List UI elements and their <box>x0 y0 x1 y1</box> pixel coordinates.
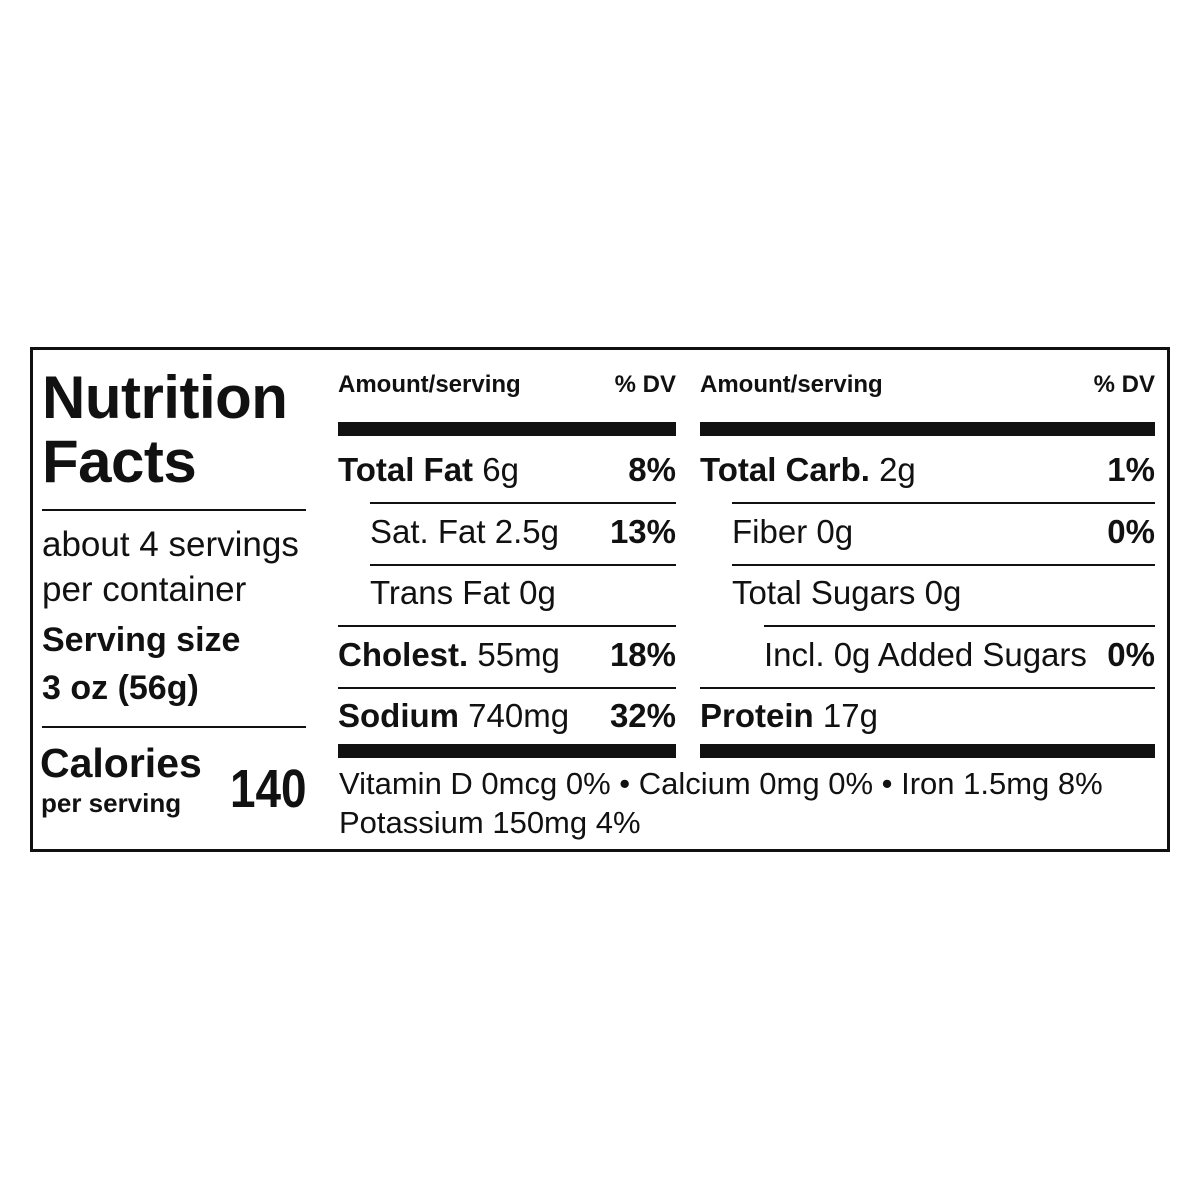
nutrient-name: Sat. Fat <box>370 512 486 550</box>
calories-value: 140 <box>230 759 307 819</box>
row-divider <box>732 563 1155 566</box>
row-divider <box>370 502 676 504</box>
nutrient-dv: 0% <box>1107 512 1155 550</box>
nutrient-name: Fiber <box>732 512 808 550</box>
divider <box>42 726 306 728</box>
nutrient-amount: 2.5g <box>494 512 559 550</box>
nutrient-amount: 2g <box>879 451 916 488</box>
nutrient-row: Sat. Fat 2.5g <box>370 512 559 552</box>
nutrient-row: Fiber 0g <box>732 512 853 552</box>
nutrient-amount: 0g <box>924 574 962 611</box>
nutrient-amount: 740mg <box>468 697 570 734</box>
nutrient-name: Cholest. <box>338 635 469 673</box>
row-divider <box>700 686 1155 689</box>
row-divider <box>338 625 676 627</box>
nutrient-name: Sodium <box>338 697 459 734</box>
nutrient-dv: 8% <box>628 451 676 488</box>
nutrient-name: Trans Fat <box>370 574 510 611</box>
nutrient-name: Incl. 0g Added Sugars <box>764 635 1087 673</box>
nutrient-dv: 1% <box>1107 451 1155 488</box>
serving-size-label: Serving size <box>42 621 241 659</box>
footer-line: Potassium 150mg 4% <box>339 805 641 840</box>
label-border <box>30 347 1170 852</box>
row-divider <box>370 563 676 566</box>
nutrient-name: Total Carb. <box>700 451 870 488</box>
nutrient-dv: 0% <box>1107 635 1155 673</box>
nutrient-amount: 17g <box>822 697 878 734</box>
thick-bar <box>338 422 676 436</box>
amount-header: Amount/serving <box>338 371 521 398</box>
servings: about 4 servings per container <box>42 525 299 609</box>
row-divider <box>338 686 676 689</box>
nutrient-amount: 55mg <box>477 635 560 673</box>
calories-sublabel: per serving <box>41 788 182 818</box>
row-divider <box>764 625 1155 627</box>
dv-header: % DV <box>614 371 676 398</box>
nutrient-row: Incl. 0g Added Sugars <box>764 635 1087 675</box>
dv-header: % DV <box>1093 371 1155 398</box>
nutrient-row: Total Fat 6g <box>338 450 519 490</box>
thick-bar <box>700 422 1155 436</box>
nutrient-name: Protein <box>700 697 814 734</box>
row-divider <box>732 502 1155 504</box>
nutrient-name: Total Fat <box>338 451 474 488</box>
amount-header: Amount/serving <box>700 371 883 398</box>
footer-line: Vitamin D 0mcg 0% • Calcium 0mg 0% • Iro… <box>339 766 1103 801</box>
nutrient-amount: 6g <box>482 451 519 488</box>
thick-bar <box>338 744 676 758</box>
nutrient-row: Sodium 740mg <box>338 696 569 736</box>
nutrient-dv: 18% <box>609 635 676 673</box>
divider <box>42 509 306 511</box>
nutrient-amount: 0g <box>816 512 854 550</box>
nutrient-row: Total Carb. 2g <box>700 450 916 490</box>
title: Nutrition Facts <box>42 364 288 495</box>
serving-size-value: 3 oz (56g) <box>42 669 199 707</box>
thick-bar <box>700 744 1155 758</box>
nutrient-name: Total Sugars <box>732 574 916 611</box>
nutrient-row: Trans Fat 0g <box>370 573 556 613</box>
nutrient-dv: 13% <box>609 512 676 550</box>
nutrient-amount: 0g <box>519 574 556 611</box>
calories-label: Calories <box>40 740 202 786</box>
nutrient-row: Protein 17g <box>700 696 878 736</box>
nutrient-row: Total Sugars 0g <box>732 573 961 613</box>
nutrient-dv: 32% <box>609 697 676 734</box>
nutrient-row: Cholest. 55mg <box>338 635 560 675</box>
